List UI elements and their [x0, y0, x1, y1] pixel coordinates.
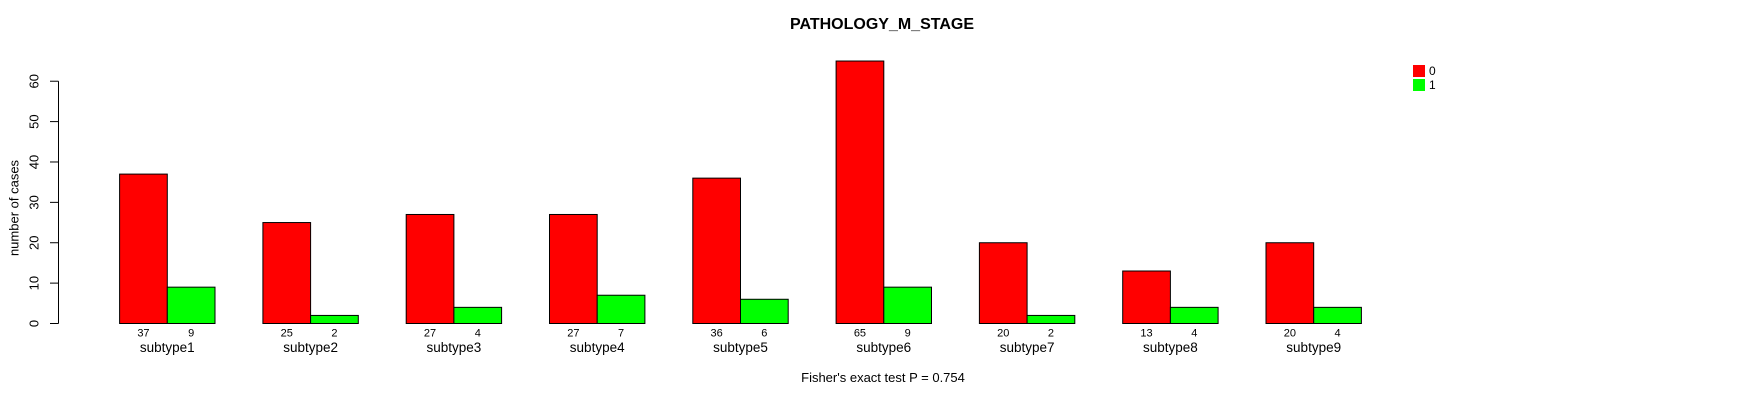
category-label: subtype3 — [427, 340, 482, 355]
category-label: subtype6 — [856, 340, 911, 355]
bar-value-label: 27 — [424, 328, 436, 340]
bar-1-subtype7 — [1026, 314, 1076, 325]
bar-value-label: 37 — [137, 328, 149, 340]
category-label: subtype7 — [1000, 340, 1055, 355]
bar-1-subtype3 — [453, 306, 503, 324]
category-label: subtype2 — [283, 340, 338, 355]
bar-value-label: 6 — [761, 328, 767, 340]
y-tick-label: 60 — [27, 74, 42, 88]
bar-1-subtype6 — [883, 286, 932, 324]
bar-value-label: 13 — [1140, 328, 1152, 340]
bar-value-label: 65 — [854, 328, 866, 340]
bar-1-subtype4 — [596, 294, 646, 325]
legend-item-0: 0 — [1413, 64, 1436, 77]
bar-0-subtype6 — [835, 60, 885, 324]
y-tick-label: 0 — [27, 320, 42, 327]
category-label: subtype5 — [713, 340, 768, 355]
category-label: subtype8 — [1143, 340, 1198, 355]
legend-label: 0 — [1429, 63, 1436, 78]
legend-swatch — [1413, 78, 1425, 91]
bar-value-label: 2 — [331, 328, 337, 340]
bar-1-subtype5 — [740, 298, 789, 325]
fisher-test-annotation: Fisher's exact test P = 0.754 — [801, 370, 965, 385]
bar-0-subtype3 — [405, 213, 455, 324]
bar-value-label: 9 — [188, 328, 194, 340]
bar-1-subtype2 — [310, 314, 359, 325]
bar-value-label: 27 — [567, 328, 579, 340]
bar-0-subtype4 — [549, 213, 598, 324]
legend-swatch — [1413, 64, 1425, 77]
bar-1-subtype8 — [1169, 306, 1219, 324]
y-tick-label: 30 — [27, 195, 42, 209]
bar-value-label: 20 — [1284, 328, 1296, 340]
y-tick-label: 20 — [27, 236, 42, 250]
bar-value-label: 36 — [711, 328, 723, 340]
bar-value-label: 4 — [475, 328, 481, 340]
y-tick-label: 40 — [27, 155, 42, 169]
bar-value-label: 20 — [997, 328, 1009, 340]
bar-value-label: 25 — [281, 328, 293, 340]
category-label: subtype4 — [570, 340, 625, 355]
bar-0-subtype1 — [119, 173, 168, 324]
category-label: subtype1 — [140, 340, 195, 355]
bar-value-label: 4 — [1191, 328, 1197, 340]
bar-0-subtype5 — [692, 177, 741, 324]
bar-value-label: 4 — [1334, 328, 1340, 340]
bar-1-subtype1 — [166, 286, 216, 324]
bar-value-label: 2 — [1048, 328, 1054, 340]
y-tick-label: 10 — [27, 276, 42, 290]
bar-0-subtype9 — [1265, 242, 1315, 325]
category-label: subtype9 — [1286, 340, 1341, 355]
legend-label: 1 — [1429, 77, 1436, 92]
bar-0-subtype8 — [1122, 270, 1171, 325]
chart-title: PATHOLOGY_M_STAGE — [789, 16, 975, 33]
bar-0-subtype2 — [262, 222, 312, 324]
bar-value-label: 9 — [905, 328, 911, 340]
bar-0-subtype7 — [978, 242, 1028, 325]
bar-value-label: 7 — [618, 328, 624, 340]
y-tick-label: 50 — [27, 114, 42, 128]
legend-item-1: 1 — [1413, 78, 1436, 91]
bar-1-subtype9 — [1313, 306, 1362, 324]
